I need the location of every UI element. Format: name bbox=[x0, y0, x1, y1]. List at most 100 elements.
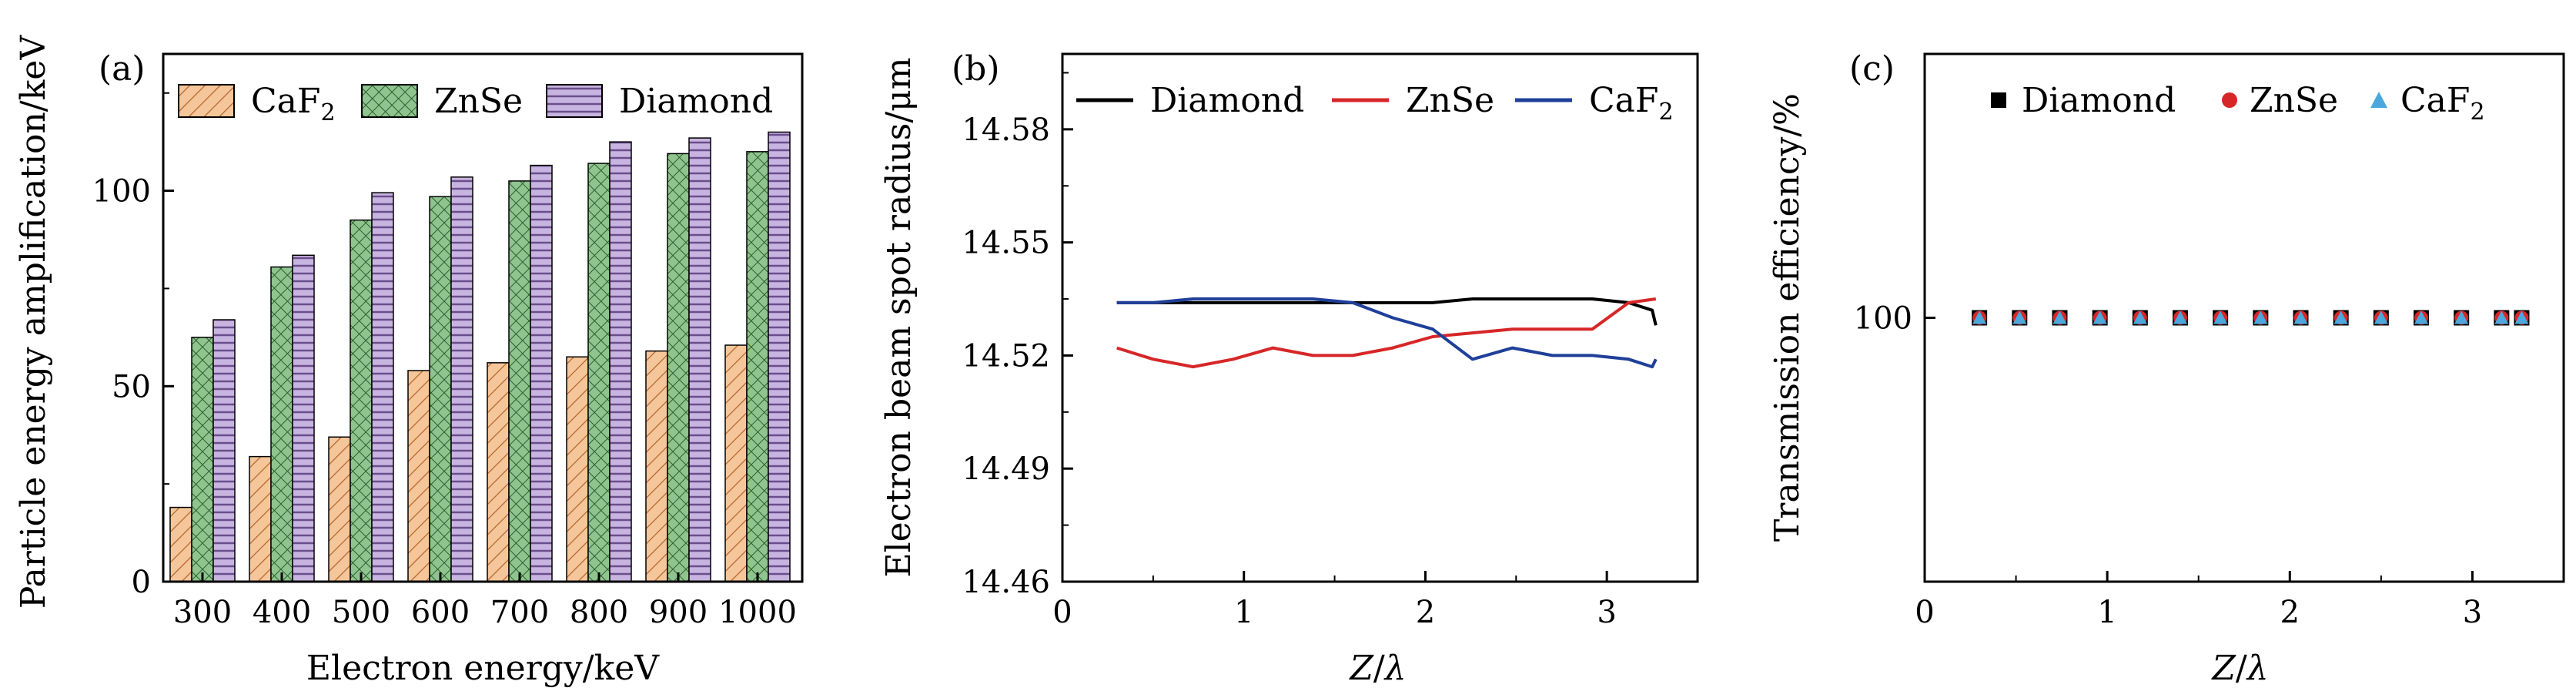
x-tick-label: 1 bbox=[1234, 595, 1253, 630]
bar-znse-300 bbox=[191, 337, 214, 582]
legend-label-caf2: CaF2 bbox=[1589, 81, 1674, 126]
panel-b-legend: Diamond ZnSe CaF2 bbox=[1076, 81, 1674, 126]
bar-znse-500 bbox=[350, 219, 373, 582]
x-tick-label: 800 bbox=[570, 595, 628, 630]
point-caf2 bbox=[2012, 310, 2027, 324]
bar-znse-800 bbox=[587, 163, 611, 582]
bar-diamond-700 bbox=[530, 164, 553, 582]
y-tick-label: 14.46 bbox=[962, 565, 1050, 600]
legend-marker-diamond bbox=[1991, 92, 2006, 108]
panel-a-legend: CaF2 ZnSe Diamond bbox=[178, 82, 773, 126]
panel-c-ticks: 0 1 2 3 100 bbox=[1854, 301, 2483, 631]
bar-caf2-700 bbox=[487, 362, 510, 582]
panel-b-ticks: 0 1 2 3 14.46 14.49 14.52 14.55 14.58 bbox=[962, 72, 1617, 630]
point-caf2 bbox=[2173, 310, 2187, 324]
panel-b-lines bbox=[1116, 297, 1658, 369]
bar-caf2-400 bbox=[249, 455, 272, 582]
y-tick-label: 100 bbox=[1854, 301, 1912, 337]
point-caf2 bbox=[2133, 310, 2147, 324]
legend-label-znse: ZnSe bbox=[1406, 81, 1494, 120]
y-tick-label: 0 bbox=[132, 565, 151, 600]
bar-diamond-600 bbox=[450, 176, 473, 582]
y-tick-label: 14.58 bbox=[962, 112, 1050, 148]
legend-marker-znse bbox=[2222, 92, 2237, 108]
legend-label-diamond: Diamond bbox=[619, 82, 773, 121]
panel-c-legend: Diamond ZnSe CaF2 bbox=[1991, 81, 2485, 126]
x-tick-label: 700 bbox=[490, 595, 549, 630]
legend-label-znse: ZnSe bbox=[434, 82, 523, 121]
legend-marker-caf2 bbox=[2370, 92, 2387, 108]
panel-a: (a) Particle energy amplification/keV El… bbox=[14, 35, 804, 688]
x-tick-label: 600 bbox=[411, 595, 470, 630]
bar-caf2-800 bbox=[566, 356, 589, 582]
x-tick-label: 300 bbox=[173, 595, 232, 630]
point-caf2 bbox=[2253, 310, 2268, 324]
x-tick-label: 900 bbox=[649, 595, 708, 630]
panel-a-frame bbox=[162, 52, 804, 583]
point-caf2 bbox=[2052, 310, 2067, 324]
legend-label-diamond: Diamond bbox=[1150, 81, 1304, 120]
x-tick-label: 0 bbox=[1052, 595, 1072, 630]
x-tick-label: 0 bbox=[1915, 595, 1934, 630]
x-tick-label: 500 bbox=[332, 595, 390, 630]
bar-znse-600 bbox=[429, 196, 452, 582]
point-caf2 bbox=[2293, 310, 2308, 324]
bar-caf2-500 bbox=[328, 436, 351, 582]
panel-a-ylabel: Particle energy amplification/keV bbox=[14, 35, 53, 609]
panel-c-frame bbox=[1923, 52, 2565, 583]
legend-label-diamond: Diamond bbox=[2022, 81, 2176, 120]
panel-c-label: (c) bbox=[1849, 49, 1895, 89]
panel-b-ylabel: Electron beam spot radius/μm bbox=[879, 57, 918, 577]
x-tick-label: 2 bbox=[1416, 595, 1435, 630]
y-tick-label: 14.49 bbox=[962, 451, 1050, 487]
line-caf2 bbox=[1116, 297, 1658, 369]
panel-c-xlabel: Z/λ bbox=[2210, 649, 2268, 688]
point-caf2 bbox=[2514, 310, 2529, 324]
point-caf2 bbox=[2494, 310, 2509, 324]
bar-caf2-900 bbox=[645, 350, 668, 582]
bar-diamond-900 bbox=[688, 137, 711, 582]
point-caf2 bbox=[2093, 310, 2107, 324]
x-tick-label: 2 bbox=[2280, 595, 2300, 630]
x-tick-label: 400 bbox=[253, 595, 311, 630]
panel-b-frame bbox=[1061, 52, 1699, 583]
point-caf2 bbox=[2213, 310, 2228, 324]
panel-a-xlabel: Electron energy/keV bbox=[306, 649, 660, 688]
point-caf2 bbox=[2374, 310, 2388, 324]
panel-c-points bbox=[1972, 310, 2530, 326]
point-caf2 bbox=[2414, 310, 2429, 324]
panel-a-label: (a) bbox=[99, 49, 146, 89]
bar-caf2-300 bbox=[169, 506, 192, 582]
legend-label-caf2: CaF2 bbox=[2400, 81, 2485, 126]
bar-znse-700 bbox=[508, 180, 531, 582]
y-tick-label: 50 bbox=[112, 369, 151, 404]
panel-b-xlabel: Z/λ bbox=[1348, 649, 1406, 688]
panel-c: (c) Transmission efficiency/% Z/λ 0 1 2 3 10… bbox=[1768, 49, 2565, 688]
bar-caf2-1000 bbox=[724, 344, 748, 582]
point-caf2 bbox=[1972, 310, 1987, 324]
line-diamond bbox=[1116, 297, 1658, 326]
legend-swatch-caf2 bbox=[178, 84, 235, 118]
legend-swatch-diamond bbox=[546, 84, 603, 118]
bar-znse-1000 bbox=[746, 151, 769, 582]
legend-swatch-znse bbox=[361, 84, 418, 118]
bar-diamond-800 bbox=[609, 141, 632, 582]
panel-a-ticks: 300 400 500 600 700 800 900 1000 0 50 100 bbox=[92, 92, 797, 630]
line-znse bbox=[1116, 297, 1657, 369]
x-tick-label: 1 bbox=[2097, 595, 2116, 630]
bar-znse-400 bbox=[270, 266, 293, 582]
x-tick-label: 3 bbox=[2463, 595, 2482, 630]
legend-label-caf2: CaF2 bbox=[251, 82, 336, 126]
bar-diamond-400 bbox=[292, 254, 315, 582]
panel-c-ylabel: Transmission efficiency/% bbox=[1768, 93, 1807, 542]
bar-diamond-1000 bbox=[768, 131, 791, 582]
point-caf2 bbox=[2333, 310, 2348, 324]
bar-diamond-300 bbox=[212, 319, 236, 582]
panel-b-label: (b) bbox=[952, 49, 1000, 89]
panel-b: (b) Electron beam spot radius/μm Z/λ 0 1 2… bbox=[879, 49, 1699, 688]
x-tick-label: 3 bbox=[1597, 595, 1616, 630]
y-tick-label: 14.55 bbox=[962, 226, 1050, 261]
point-caf2 bbox=[2454, 310, 2469, 324]
bar-diamond-500 bbox=[371, 192, 394, 582]
